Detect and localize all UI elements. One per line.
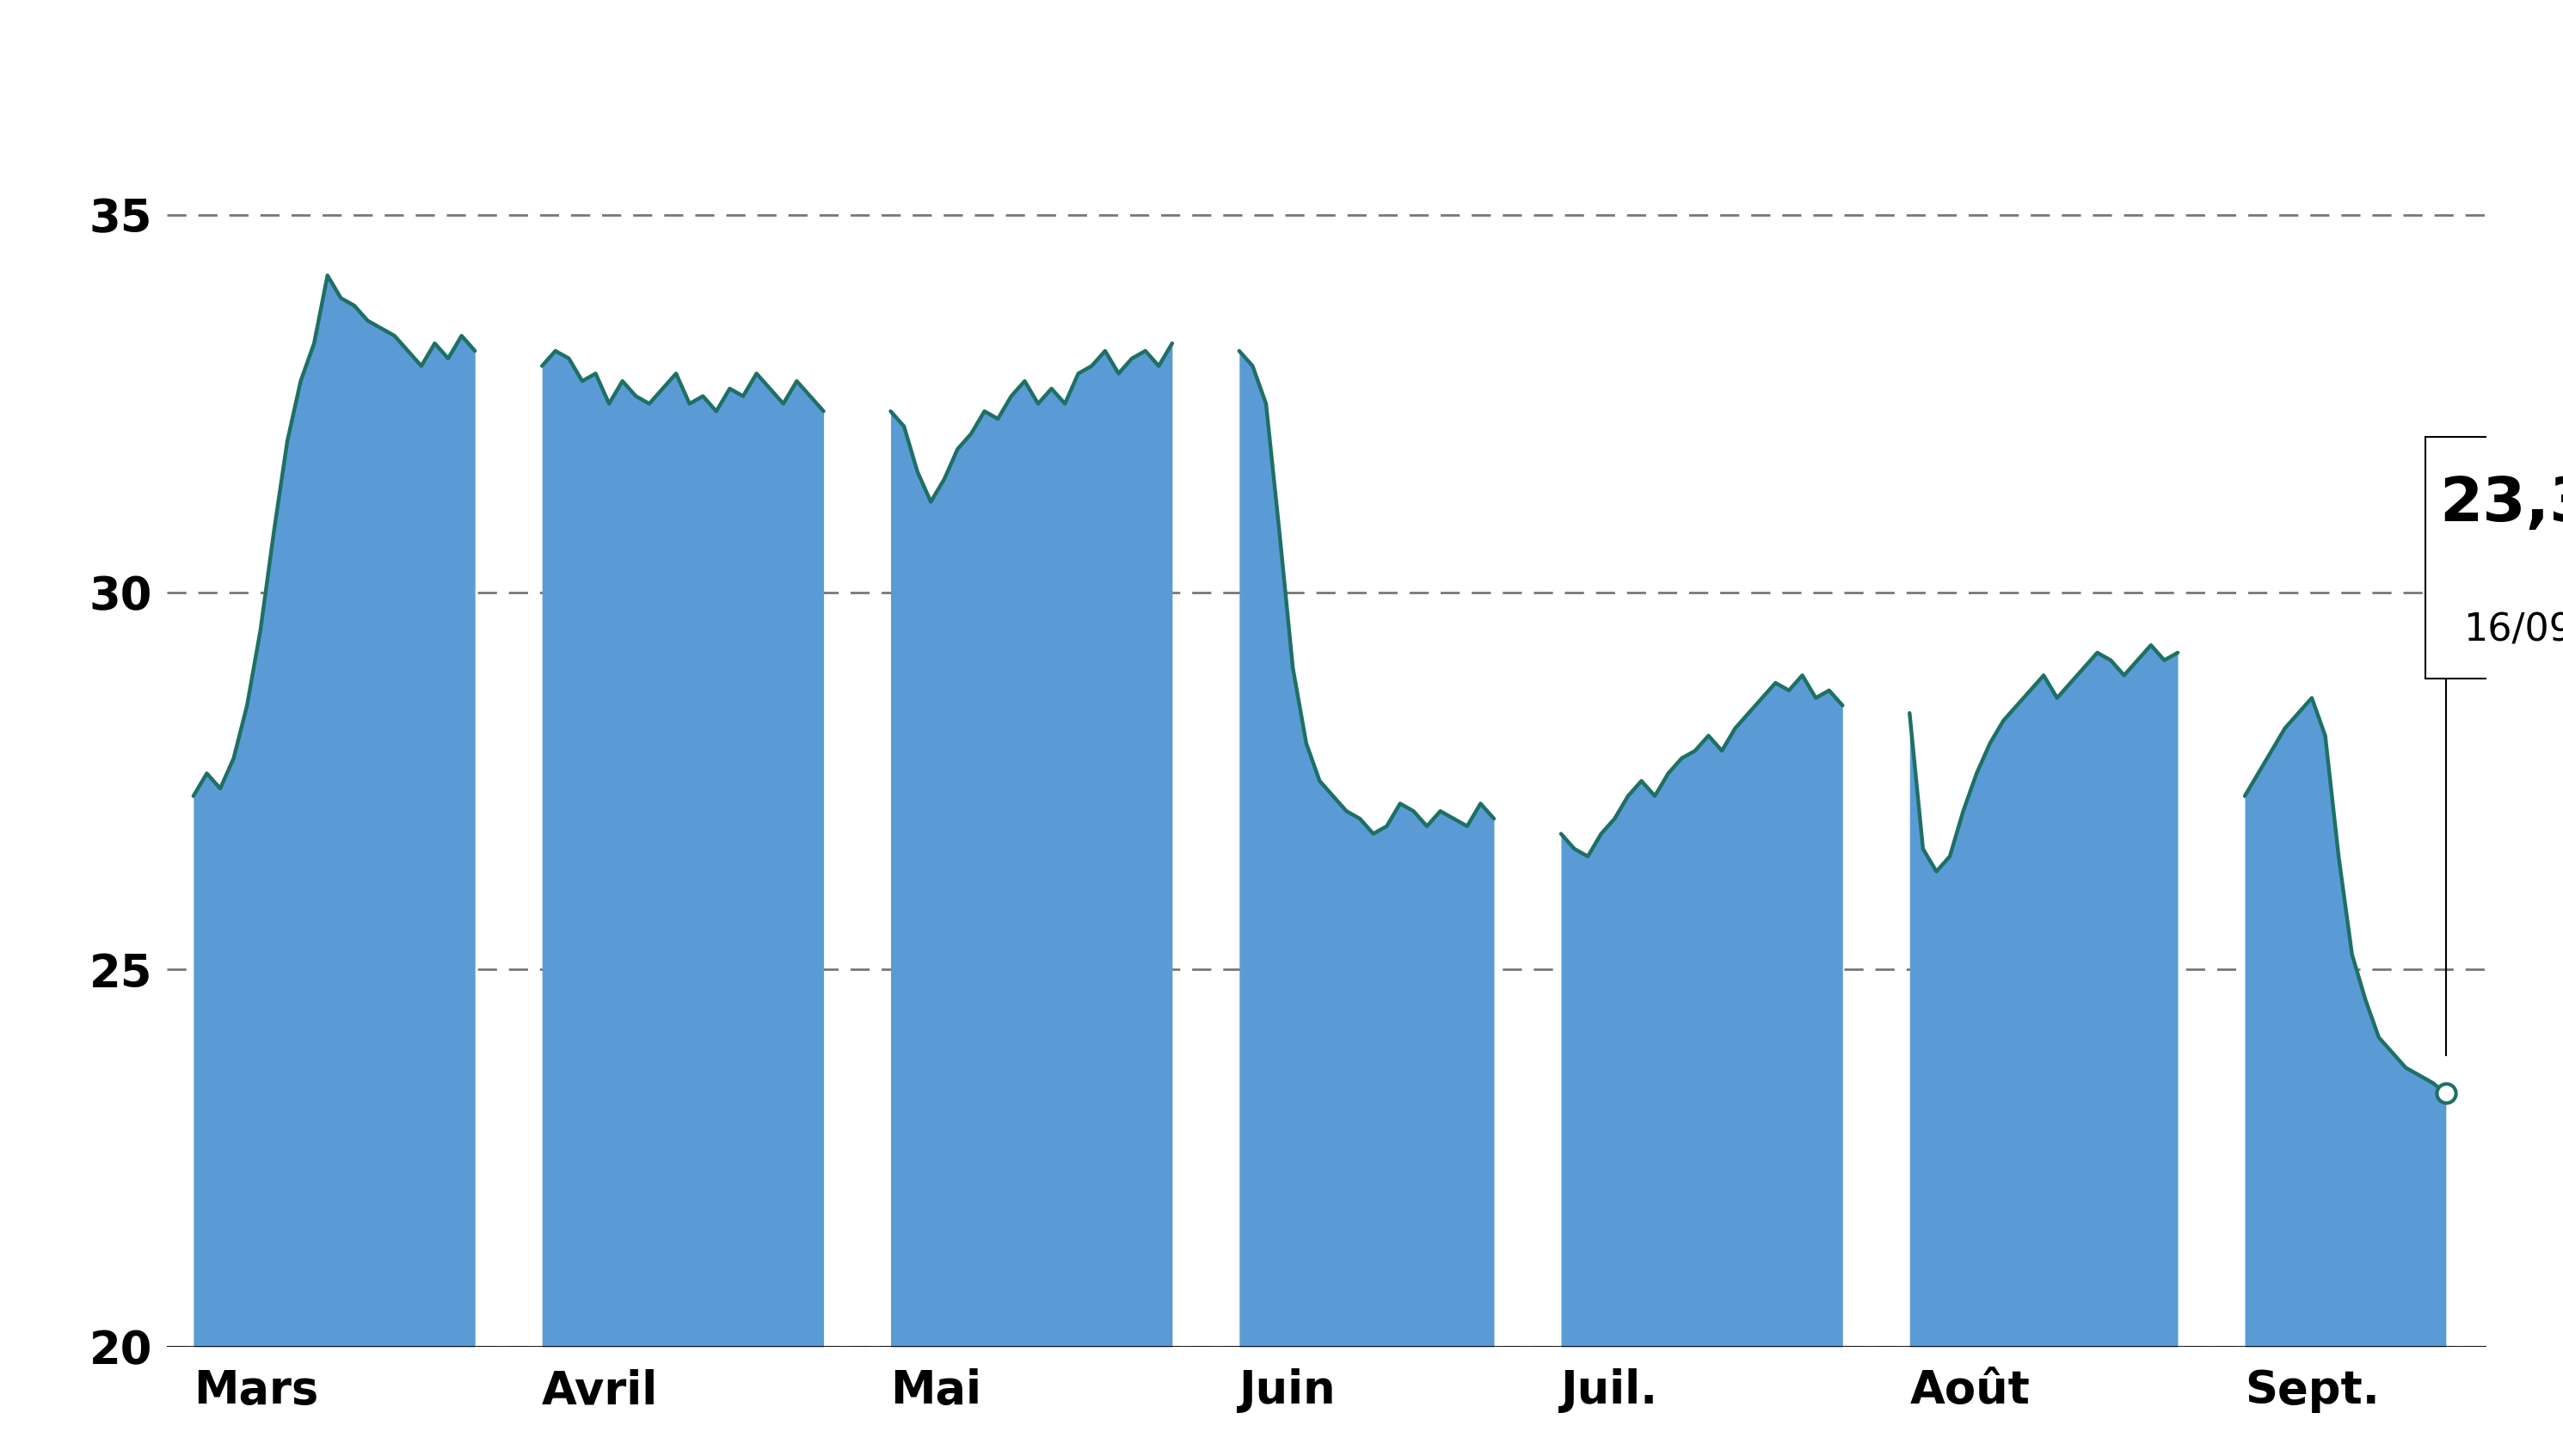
Bar [2425,437,2560,678]
Text: 16/09: 16/09 [2463,612,2563,648]
Text: 23,36: 23,36 [2440,475,2563,534]
Text: RUBIS: RUBIS [1133,10,1430,95]
